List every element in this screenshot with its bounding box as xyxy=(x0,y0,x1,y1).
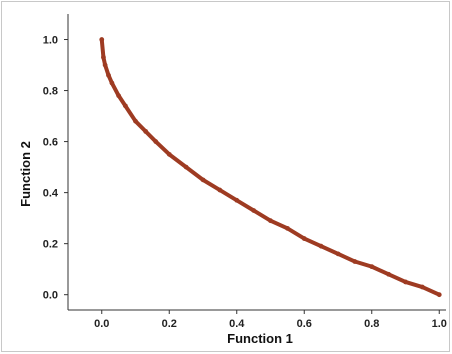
data-point xyxy=(106,72,111,78)
data-point xyxy=(101,54,106,60)
y-tick-label: 0.4 xyxy=(43,188,59,200)
data-point xyxy=(109,80,115,86)
x-tick-label: 0.0 xyxy=(94,318,109,330)
data-point xyxy=(183,164,189,170)
data-point xyxy=(403,279,408,285)
data-marks xyxy=(99,37,442,298)
pareto-front-line xyxy=(99,37,442,297)
axes xyxy=(67,14,446,311)
y-tick-label: 0.6 xyxy=(43,137,58,149)
x-tick-label: 0.6 xyxy=(297,318,312,330)
x-tick-label: 0.4 xyxy=(229,318,245,330)
data-point xyxy=(116,93,122,99)
data-point xyxy=(386,271,392,277)
data-point xyxy=(419,284,425,290)
data-point xyxy=(369,264,375,270)
y-axis-label: Function 2 xyxy=(18,141,33,207)
data-point xyxy=(153,139,159,144)
x-tick-label: 0.8 xyxy=(364,318,379,330)
data-point xyxy=(234,197,240,203)
data-point xyxy=(284,225,290,231)
data-point xyxy=(268,218,273,224)
y-tick-label: 1.0 xyxy=(43,35,58,47)
ticks: 0.0 0.2 0.4 0.6 0.8 1.0 0.0 0.2 0.4 0.6 0.8 1.0 xyxy=(43,35,447,330)
y-tick-label: 0.2 xyxy=(43,239,58,251)
data-point xyxy=(122,103,128,109)
y-tick-label: 0.8 xyxy=(43,86,58,98)
data-point xyxy=(318,243,324,249)
data-point xyxy=(166,151,172,157)
data-point xyxy=(143,128,149,134)
data-point xyxy=(352,259,358,264)
data-point xyxy=(102,62,108,68)
x-tick-label: 1.0 xyxy=(432,318,447,330)
data-point xyxy=(217,187,223,193)
data-point xyxy=(251,208,257,213)
y-tick-label: 0.0 xyxy=(43,290,58,302)
x-axis-label: Function 1 xyxy=(227,331,293,346)
data-point xyxy=(335,251,341,257)
data-point xyxy=(200,177,206,183)
x-tick-label: 0.2 xyxy=(162,318,177,330)
data-point xyxy=(301,236,307,241)
data-point xyxy=(99,37,105,42)
data-point xyxy=(133,118,138,124)
data-point xyxy=(436,292,442,298)
